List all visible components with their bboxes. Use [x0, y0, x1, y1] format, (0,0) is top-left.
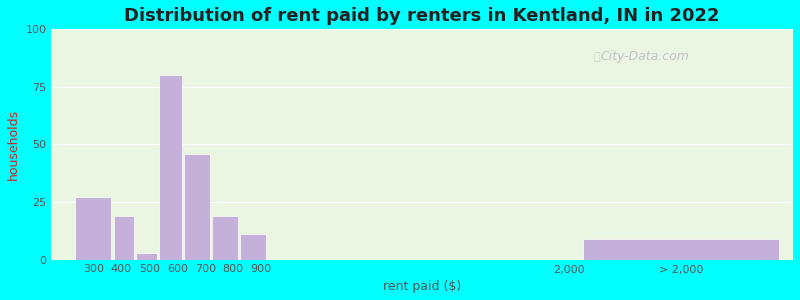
Text: 🔍: 🔍: [593, 52, 600, 62]
Bar: [184, 154, 210, 260]
Y-axis label: households: households: [7, 109, 20, 180]
Bar: [583, 239, 779, 260]
Text: City-Data.com: City-Data.com: [600, 50, 689, 63]
Bar: [136, 253, 157, 260]
Bar: [158, 75, 182, 260]
Title: Distribution of rent paid by renters in Kentland, IN in 2022: Distribution of rent paid by renters in …: [125, 7, 720, 25]
Bar: [212, 216, 238, 260]
X-axis label: rent paid ($): rent paid ($): [383, 280, 462, 293]
Bar: [240, 234, 266, 260]
Bar: [75, 197, 111, 260]
Bar: [114, 216, 134, 260]
